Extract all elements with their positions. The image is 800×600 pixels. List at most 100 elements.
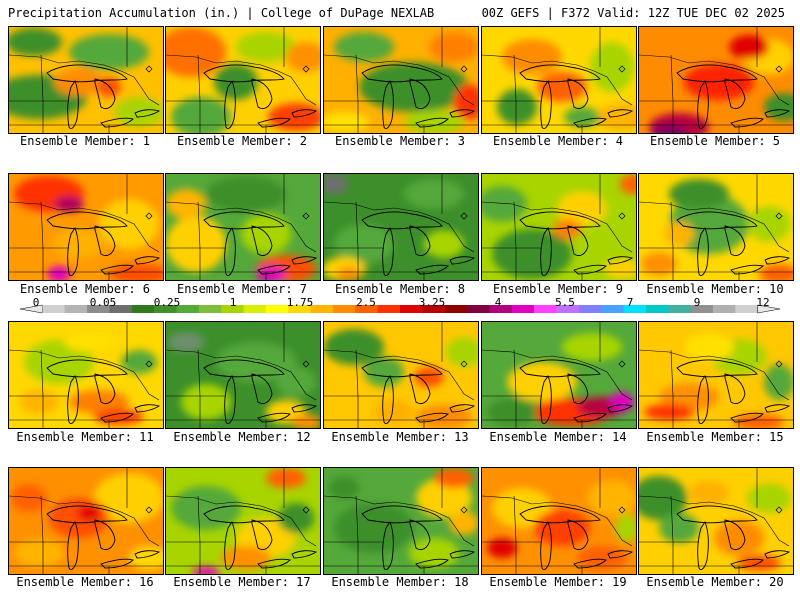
great-lake-outline — [134, 404, 161, 413]
great-lake-outline — [67, 521, 79, 571]
precip-contour-blob — [404, 179, 464, 209]
great-lake-outline — [382, 227, 394, 277]
precip-contour-blob — [374, 400, 414, 424]
precip-contour-blob — [47, 266, 71, 280]
ensemble-member-label: Ensemble Member: 8 — [334, 282, 466, 296]
precip-contour-blob — [171, 97, 231, 133]
precip-contour-blob — [409, 538, 459, 568]
great-lake-outline — [291, 550, 318, 559]
great-lake-outline — [382, 80, 394, 130]
great-lake-outline — [449, 109, 476, 118]
great-lake-outline — [224, 375, 236, 425]
state-border — [482, 201, 633, 253]
city-marker — [618, 65, 626, 73]
precip-contour-blob — [14, 539, 64, 567]
precip-map-svg — [482, 174, 636, 280]
precip-contour-blob — [404, 110, 464, 133]
precip-contour-blob — [416, 405, 472, 428]
precip-contour-blob — [659, 513, 699, 543]
ensemble-member-map — [165, 467, 321, 575]
state-border — [40, 201, 44, 249]
precip-contour-blob — [181, 384, 231, 420]
precip-map-svg — [639, 27, 793, 133]
precip-contour-blob — [121, 350, 157, 374]
state-border — [166, 54, 317, 106]
colorbar-swatch — [668, 305, 691, 313]
state-border — [670, 201, 674, 249]
great-lake-outline — [607, 256, 634, 265]
great-lake-outline — [764, 109, 791, 118]
precip-contour-blob — [492, 229, 572, 279]
great-lake-outline — [257, 412, 291, 423]
precip-contour-blob — [615, 514, 636, 542]
colorbar-swatch — [243, 305, 267, 313]
ensemble-member-label: Ensemble Member: 17 — [173, 575, 311, 589]
ensemble-member-label: Ensemble Member: 19 — [489, 575, 627, 589]
great-lake-outline — [573, 264, 607, 275]
ensemble-member-label: Ensemble Member: 16 — [16, 575, 154, 589]
great-lake-outline — [224, 521, 236, 571]
precip-contour-blob — [364, 357, 404, 387]
colorbar-swatch — [690, 305, 714, 313]
precip-map-svg — [482, 322, 636, 428]
precip-contour-blob — [416, 478, 472, 518]
precip-contour-blob — [99, 199, 159, 249]
precip-contour-blob — [337, 267, 361, 280]
colorbar-swatch — [444, 305, 468, 313]
city-marker — [460, 360, 468, 368]
ensemble-member-label: Ensemble Member: 20 — [646, 575, 784, 589]
state-border — [197, 201, 201, 249]
state-border — [9, 495, 160, 547]
city-marker — [775, 212, 783, 220]
city-marker — [460, 212, 468, 220]
great-lake-outline — [46, 505, 128, 524]
ensemble-member-label: Ensemble Member: 6 — [19, 282, 151, 296]
state-border — [40, 349, 44, 397]
precip-contour-blob — [610, 392, 634, 412]
great-lake-outline — [409, 373, 431, 405]
great-lake-outline — [724, 78, 746, 110]
precip-map-svg — [639, 322, 793, 428]
great-lake-outline — [730, 412, 764, 423]
great-lake-outline — [573, 117, 607, 128]
great-lake-outline — [519, 64, 601, 83]
great-lake-outline — [519, 211, 601, 230]
colorbar-arrow-left — [19, 304, 43, 314]
precip-contour-blob — [590, 42, 634, 92]
great-lake-outline — [567, 519, 589, 551]
precip-contour-blob — [266, 468, 306, 488]
precip-contour-blob — [446, 337, 478, 367]
state-border — [9, 201, 160, 253]
precip-contour-blob — [206, 176, 286, 212]
great-lake-outline — [676, 64, 758, 83]
colorbar-tick-label: 0.25 — [153, 296, 181, 309]
great-lake-outline — [251, 519, 273, 551]
great-lake-outline — [415, 412, 449, 423]
precip-map-svg — [9, 27, 163, 133]
precip-contour-blob — [69, 34, 149, 70]
ensemble-member-map — [323, 321, 479, 429]
great-lake-outline — [540, 80, 552, 130]
city-marker — [145, 65, 153, 73]
city-marker — [302, 360, 310, 368]
precip-contour-blob — [553, 219, 581, 239]
precip-contour-blob — [276, 367, 316, 397]
colorbar-swatch — [735, 305, 758, 313]
great-lake-outline — [573, 412, 607, 423]
great-lake-outline — [415, 264, 449, 275]
colorbar-swatch — [400, 305, 423, 313]
precip-contour-blob — [24, 340, 94, 384]
precip-contour-blob — [487, 538, 517, 558]
great-lake-outline — [382, 375, 394, 425]
great-lake-outline — [409, 78, 431, 110]
ensemble-member-map — [481, 173, 637, 281]
great-lake-outline — [94, 225, 116, 257]
state-border — [324, 54, 475, 106]
ensemble-member-map — [8, 321, 164, 429]
colorbar-swatch — [377, 305, 401, 313]
great-lake-outline — [134, 109, 161, 118]
great-lake-outline — [764, 550, 791, 559]
colorbar — [19, 304, 781, 314]
great-lake-outline — [724, 373, 746, 405]
precip-contour-blob — [620, 174, 636, 194]
